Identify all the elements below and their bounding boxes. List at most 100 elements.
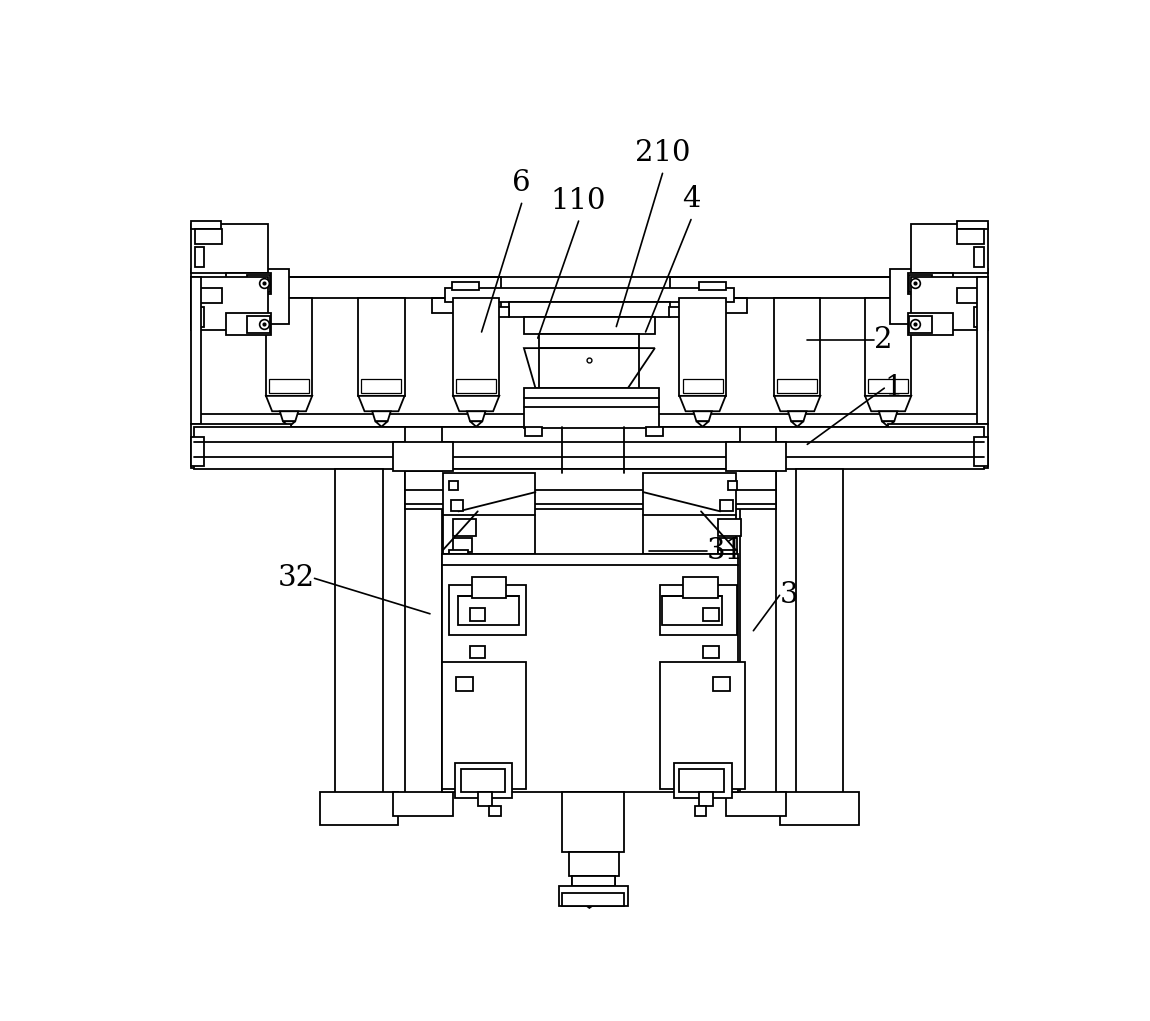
Bar — [405, 469, 442, 796]
Bar — [457, 677, 473, 691]
Bar — [908, 315, 932, 333]
Text: 4: 4 — [682, 186, 700, 213]
Bar — [739, 427, 776, 471]
Bar — [191, 437, 205, 466]
Bar — [196, 288, 222, 303]
Bar — [908, 273, 953, 294]
Bar — [470, 607, 485, 622]
Bar — [974, 247, 983, 266]
Bar — [336, 469, 383, 796]
Bar — [573, 876, 615, 892]
Bar — [247, 275, 270, 292]
Polygon shape — [279, 411, 298, 422]
Bar — [718, 538, 737, 552]
Bar — [196, 229, 222, 244]
Bar — [191, 222, 221, 229]
Text: 110: 110 — [551, 187, 606, 214]
Bar — [539, 334, 639, 348]
Bar — [974, 437, 988, 466]
Polygon shape — [697, 422, 708, 427]
Bar — [704, 646, 719, 658]
Bar — [661, 596, 722, 625]
Bar — [393, 442, 453, 472]
Bar — [453, 298, 499, 396]
Polygon shape — [568, 892, 611, 908]
Bar — [225, 313, 270, 335]
Bar — [194, 277, 984, 427]
Bar — [453, 519, 476, 536]
Bar — [442, 662, 527, 788]
Bar — [713, 677, 729, 691]
Polygon shape — [524, 348, 654, 388]
Bar — [247, 315, 270, 333]
Bar — [774, 298, 820, 396]
Bar — [225, 273, 270, 294]
Polygon shape — [774, 396, 820, 411]
Bar — [451, 500, 463, 510]
Text: 6: 6 — [512, 169, 531, 197]
Bar — [704, 607, 719, 622]
Bar — [459, 596, 519, 625]
Bar — [668, 307, 683, 317]
Bar — [888, 425, 988, 440]
Bar — [191, 225, 268, 273]
Polygon shape — [882, 422, 895, 427]
Bar — [191, 277, 268, 331]
Bar — [695, 807, 706, 816]
Polygon shape — [359, 396, 405, 411]
Polygon shape — [791, 422, 804, 427]
Bar — [718, 519, 741, 536]
Bar — [699, 282, 726, 290]
Bar — [562, 892, 624, 907]
Bar — [470, 646, 485, 658]
Bar — [191, 456, 235, 469]
Bar — [643, 473, 736, 557]
Bar — [496, 307, 509, 317]
Bar — [443, 473, 536, 557]
Bar — [450, 481, 459, 490]
Text: 210: 210 — [635, 139, 690, 167]
Bar — [957, 288, 983, 303]
Polygon shape — [373, 411, 391, 422]
Text: 2: 2 — [874, 327, 892, 354]
Bar — [461, 769, 506, 792]
Bar — [320, 792, 398, 825]
Bar — [908, 313, 953, 335]
Polygon shape — [467, 411, 485, 422]
Bar — [928, 440, 988, 456]
Bar — [728, 481, 737, 490]
Bar — [477, 792, 491, 807]
Polygon shape — [879, 411, 897, 422]
Polygon shape — [680, 396, 726, 411]
Bar — [454, 763, 513, 797]
Polygon shape — [573, 876, 615, 886]
Bar — [405, 469, 776, 509]
Polygon shape — [375, 422, 388, 427]
Bar — [868, 379, 908, 393]
Bar — [911, 225, 988, 273]
Bar — [194, 427, 984, 469]
Bar — [269, 379, 309, 393]
Bar — [457, 379, 496, 393]
Bar — [361, 379, 401, 393]
Polygon shape — [865, 396, 911, 411]
Bar — [720, 500, 733, 510]
Polygon shape — [788, 411, 806, 422]
Bar — [781, 792, 859, 825]
Bar — [680, 769, 724, 792]
Bar — [191, 440, 251, 456]
Bar — [660, 662, 745, 788]
Bar — [739, 469, 776, 796]
Bar — [645, 427, 662, 436]
Bar — [562, 792, 624, 853]
Bar — [453, 538, 473, 552]
Bar — [683, 379, 722, 393]
Bar — [718, 550, 737, 566]
Polygon shape — [453, 396, 499, 411]
Bar — [191, 277, 201, 425]
Bar — [944, 456, 988, 469]
Bar — [508, 302, 670, 318]
Bar — [568, 853, 619, 876]
Bar — [680, 298, 726, 396]
Polygon shape — [283, 422, 296, 427]
